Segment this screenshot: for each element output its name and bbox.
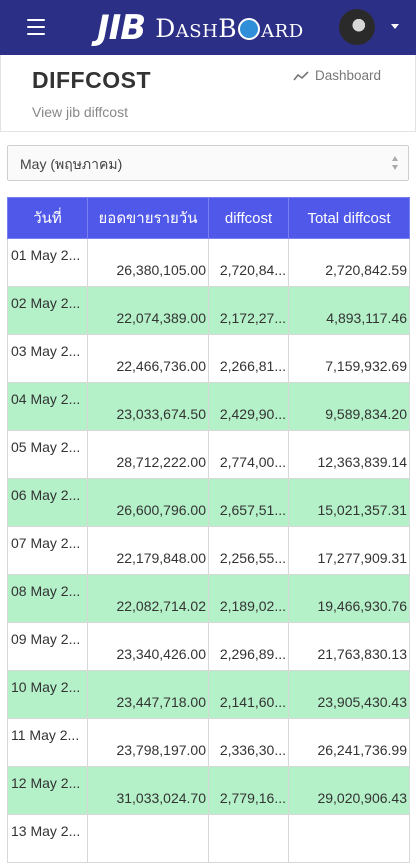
table-row: 10 May 2... 23,447,718.00 2,141,60... 23,90… (7, 670, 410, 719)
table-row: 05 May 2... 28,712,222.00 2,774,00... 12,36… (7, 430, 410, 479)
cell-daily-sales: 23,798,197.00 (87, 718, 209, 767)
cell-diffcost: 2,172,27... (208, 286, 289, 335)
table-row: 09 May 2... 23,340,426.00 2,296,89... 21,76… (7, 622, 410, 671)
cell-date: 13 May 2... (7, 814, 88, 863)
cell-diffcost: 2,774,00... (208, 430, 289, 479)
top-navbar: JIB DashB ard (0, 0, 416, 55)
cell-diffcost: 2,657,51... (208, 478, 289, 527)
cell-daily-sales: 22,082,714.02 (87, 574, 209, 623)
cell-daily-sales: 23,033,674.50 (87, 382, 209, 431)
logo-jib-text: JIB (97, 8, 146, 48)
cell-daily-sales: 22,074,389.00 (87, 286, 209, 335)
column-header-date[interactable]: วันที่ (7, 197, 88, 239)
cell-date: 04 May 2... (7, 382, 88, 431)
logo-dashboard-text: DashB ard (155, 14, 303, 43)
table-row: 12 May 2... 31,033,024.70 2,779,16... 29,02… (7, 766, 410, 815)
cell-date: 12 May 2... (7, 766, 88, 815)
cell-daily-sales (87, 814, 209, 863)
cell-total-diffcost: 9,589,834.20 (288, 382, 410, 431)
table-row: 06 May 2... 26,600,796.00 2,657,51... 15,02… (7, 478, 410, 527)
cell-date: 02 May 2... (7, 286, 88, 335)
cell-total-diffcost: 7,159,932.69 (288, 334, 410, 383)
cell-total-diffcost: 26,241,736.99 (288, 718, 410, 767)
month-select[interactable]: May (พฤษภาคม) (7, 145, 409, 181)
breadcrumb-label: Dashboard (315, 68, 382, 83)
cell-diffcost: 2,336,30... (208, 718, 289, 767)
table-row: 11 May 2... 23,798,197.00 2,336,30... 26,24… (7, 718, 410, 767)
cell-diffcost: 2,296,89... (208, 622, 289, 671)
table-body: 01 May 2... 26,380,105.00 2,720,84... 2,720… (7, 238, 410, 863)
cell-total-diffcost: 2,720,842.59 (288, 238, 410, 287)
cell-daily-sales: 26,600,796.00 (87, 478, 209, 527)
hamburger-menu-icon[interactable] (27, 19, 45, 35)
table-row: 07 May 2... 22,179,848.00 2,256,55... 17,27… (7, 526, 410, 575)
page-title: DIFFCOST (32, 67, 151, 93)
logo-dashboard-post: ard (261, 13, 304, 43)
cell-daily-sales: 26,380,105.00 (87, 238, 209, 287)
chevron-down-icon[interactable] (391, 24, 399, 29)
cell-diffcost: 2,141,60... (208, 670, 289, 719)
page-header: DIFFCOST View jib diffcost Dashboard (0, 55, 416, 132)
cell-total-diffcost (288, 814, 410, 863)
table-row: 01 May 2... 26,380,105.00 2,720,84... 2,720… (7, 238, 410, 287)
table-row: 03 May 2... 22,466,736.00 2,266,81... 7,159… (7, 334, 410, 383)
cell-diffcost: 2,720,84... (208, 238, 289, 287)
logo-circle-icon (238, 18, 261, 40)
cell-diffcost: 2,779,16... (208, 766, 289, 815)
cell-total-diffcost: 21,763,830.13 (288, 622, 410, 671)
column-header-total-diffcost[interactable]: Total diffcost (288, 197, 410, 239)
cell-diffcost: 2,266,81... (208, 334, 289, 383)
logo-dashboard-pre: DashB (155, 13, 238, 43)
cell-total-diffcost: 17,277,909.31 (288, 526, 410, 575)
cell-date: 03 May 2... (7, 334, 88, 383)
cell-date: 05 May 2... (7, 430, 88, 479)
cell-daily-sales: 23,340,426.00 (87, 622, 209, 671)
cell-total-diffcost: 29,020,906.43 (288, 766, 410, 815)
cell-date: 01 May 2... (7, 238, 88, 287)
diffcost-table: วันที่ ยอดขายรายวัน diffcost Total diffc… (7, 197, 410, 863)
sort-arrows-icon (392, 156, 398, 170)
table-row: 08 May 2... 22,082,714.02 2,189,02... 19,46… (7, 574, 410, 623)
column-header-diffcost[interactable]: diffcost (208, 197, 289, 239)
chart-line-icon (293, 70, 309, 80)
table-row: 02 May 2... 22,074,389.00 2,172,27... 4,893… (7, 286, 410, 335)
cell-total-diffcost: 15,021,357.31 (288, 478, 410, 527)
cell-date: 07 May 2... (7, 526, 88, 575)
cell-total-diffcost: 4,893,117.46 (288, 286, 410, 335)
cell-total-diffcost: 23,905,430.43 (288, 670, 410, 719)
cell-daily-sales: 23,447,718.00 (87, 670, 209, 719)
breadcrumb-dashboard[interactable]: Dashboard (293, 68, 381, 83)
table-row: 13 May 2... (7, 814, 410, 863)
cell-date: 09 May 2... (7, 622, 88, 671)
cell-diffcost: 2,189,02... (208, 574, 289, 623)
cell-total-diffcost: 19,466,930.76 (288, 574, 410, 623)
column-header-daily-sales[interactable]: ยอดขายรายวัน (87, 197, 209, 239)
cell-date: 10 May 2... (7, 670, 88, 719)
cell-total-diffcost: 12,363,839.14 (288, 430, 410, 479)
table-row: 04 May 2... 23,033,674.50 2,429,90... 9,589… (7, 382, 410, 431)
cell-diffcost: 2,256,55... (208, 526, 289, 575)
cell-diffcost (208, 814, 289, 863)
cell-date: 11 May 2... (7, 718, 88, 767)
brand-logo[interactable]: JIB DashB ard (97, 6, 304, 50)
cell-daily-sales: 22,466,736.00 (87, 334, 209, 383)
cell-diffcost: 2,429,90... (208, 382, 289, 431)
cell-daily-sales: 31,033,024.70 (87, 766, 209, 815)
cell-daily-sales: 22,179,848.00 (87, 526, 209, 575)
cell-date: 06 May 2... (7, 478, 88, 527)
cell-daily-sales: 28,712,222.00 (87, 430, 209, 479)
cell-date: 08 May 2... (7, 574, 88, 623)
table-header-row: วันที่ ยอดขายรายวัน diffcost Total diffc… (7, 197, 410, 239)
user-avatar[interactable] (339, 9, 375, 45)
month-select-value: May (พฤษภาคม) (20, 156, 123, 172)
page-subtitle: View jib diffcost (32, 104, 128, 120)
